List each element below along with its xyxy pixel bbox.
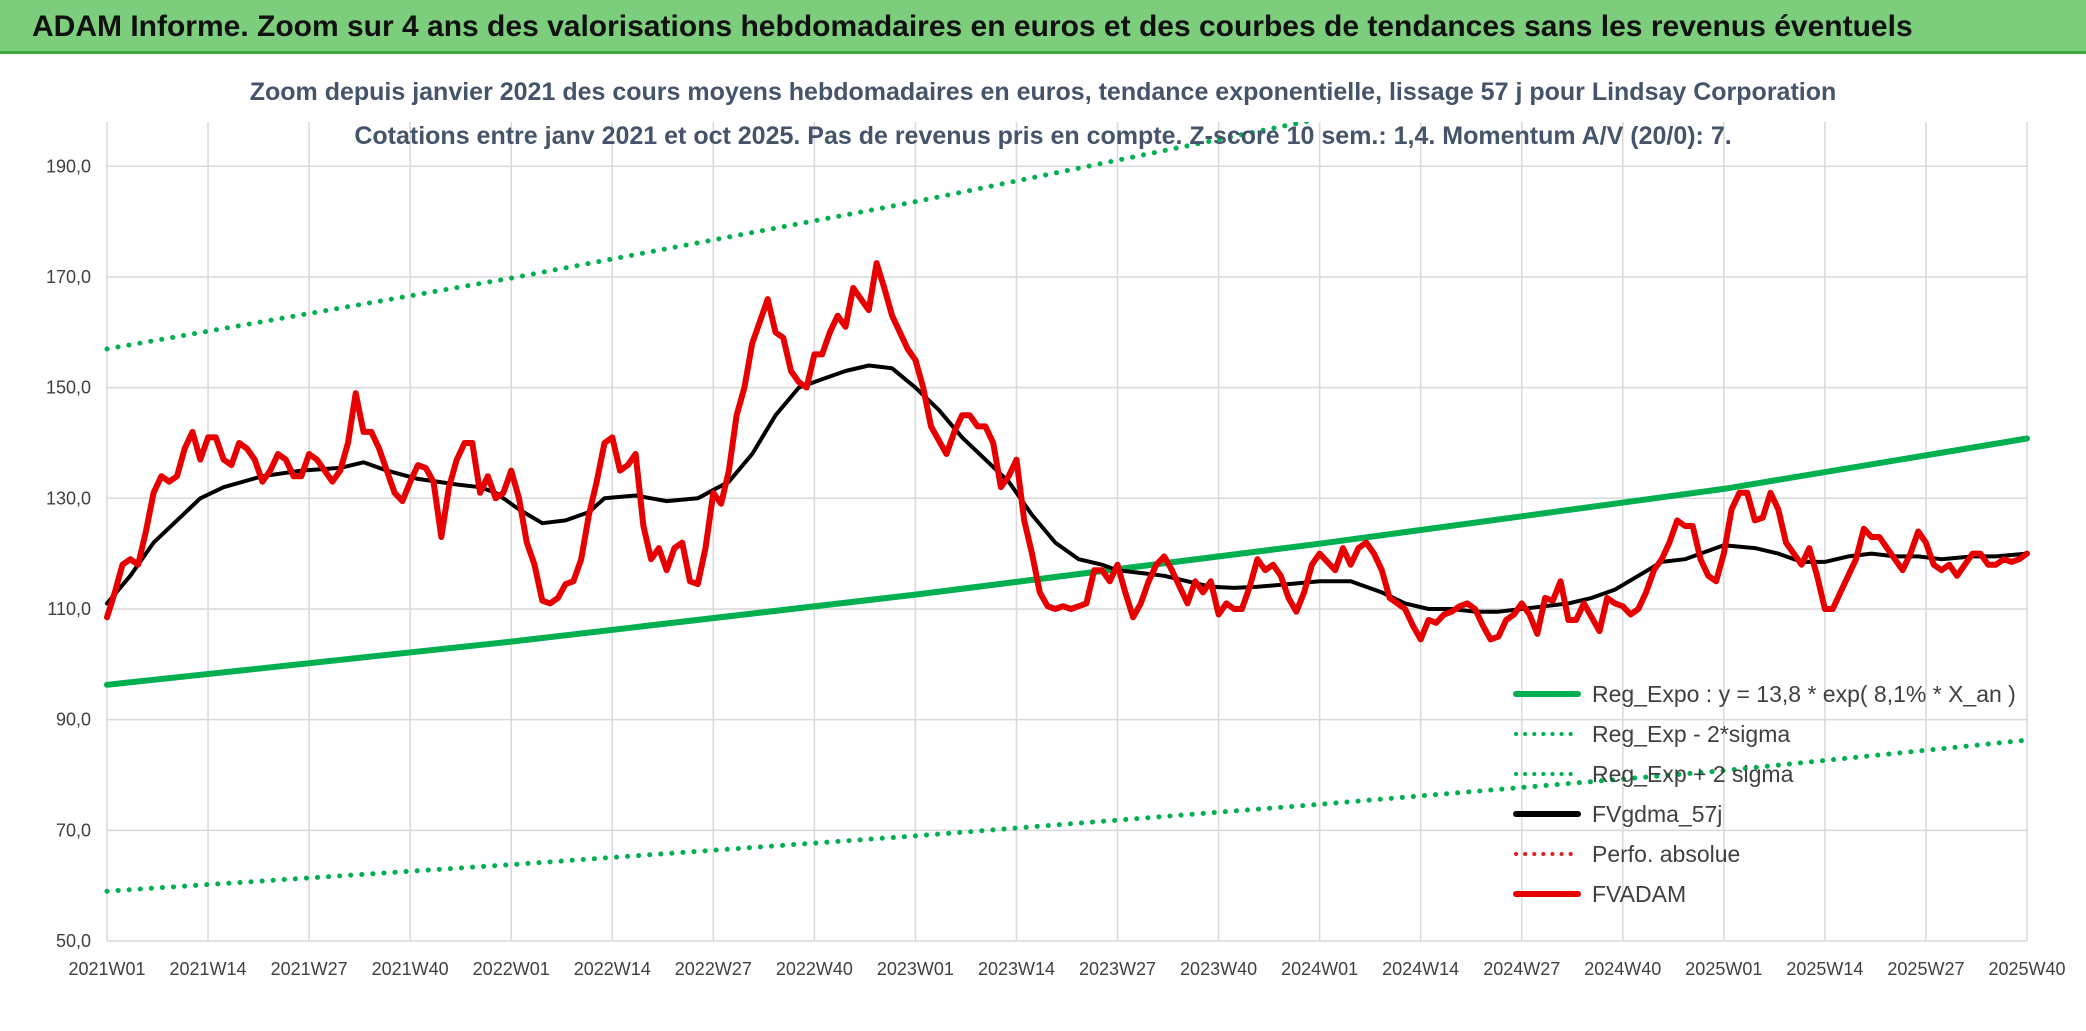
x-tick-label: 2023W40 <box>1180 959 1257 979</box>
legend-label: FVgdma_57j <box>1592 801 1722 827</box>
x-tick-label: 2024W40 <box>1584 959 1661 979</box>
x-tick-label: 2022W40 <box>776 959 853 979</box>
x-tick-label: 2022W27 <box>675 959 752 979</box>
banner-title: ADAM Informe. Zoom sur 4 ans des valoris… <box>32 10 1913 43</box>
y-tick-label: 50,0 <box>56 931 91 951</box>
legend-label: Reg_Expo : y = 13,8 * exp( 8,1% * X_an ) <box>1592 681 2016 707</box>
legend-label: FVADAM <box>1592 881 1686 907</box>
x-tick-label: 2021W40 <box>372 959 449 979</box>
legend-label: Perfo. absolue <box>1592 841 1740 867</box>
y-tick-label: 150,0 <box>46 378 91 398</box>
y-tick-label: 190,0 <box>46 156 91 176</box>
y-tick-label: 110,0 <box>47 599 91 619</box>
legend-label: Reg_Exp - 2*sigma <box>1592 721 1790 747</box>
y-tick-label: 70,0 <box>56 820 91 840</box>
x-tick-label: 2023W01 <box>877 959 954 979</box>
report-banner: ADAM Informe. Zoom sur 4 ans des valoris… <box>0 0 2086 54</box>
chart: 50,0 70,0 90,0 110,0 130,0 150,0 170,0 190,0 202… <box>46 78 2066 979</box>
y-tick-label: 130,0 <box>46 488 91 508</box>
x-tick-label: 2025W01 <box>1685 959 1762 979</box>
x-tick-label: 2024W27 <box>1483 959 1560 979</box>
x-tick-label: 2025W27 <box>1887 959 1964 979</box>
legend: Reg_Expo : y = 13,8 * exp( 8,1% * X_an )… <box>1513 681 2016 907</box>
series-line-2 <box>104 122 1316 352</box>
series-line-0 <box>104 435 2030 688</box>
grid <box>106 122 2028 942</box>
axes: 50,0 70,0 90,0 110,0 130,0 150,0 170,0 190,0 202… <box>46 156 2066 979</box>
chart-title-line1: Zoom depuis janvier 2021 des cours moyen… <box>250 78 1837 106</box>
y-tick-label: 170,0 <box>46 267 91 287</box>
x-tick-label: 2023W27 <box>1079 959 1156 979</box>
x-tick-label: 2021W14 <box>170 959 247 979</box>
x-tick-label: 2025W40 <box>1988 959 2065 979</box>
series-layer <box>104 122 2030 894</box>
x-tick-label: 2022W01 <box>473 959 550 979</box>
legend-label: Reg_Exp + 2 sigma <box>1592 761 1794 787</box>
x-tick-label: 2024W01 <box>1281 959 1358 979</box>
chart-title-line2: Cotations entre janv 2021 et oct 2025. P… <box>354 122 1731 150</box>
y-tick-label: 90,0 <box>56 710 91 730</box>
x-tick-label: 2023W14 <box>978 959 1055 979</box>
x-tick-label: 2022W14 <box>574 959 651 979</box>
x-tick-label: 2021W01 <box>68 959 145 979</box>
series-line-5 <box>104 260 2030 643</box>
x-tick-label: 2025W14 <box>1786 959 1863 979</box>
x-tick-label: 2024W14 <box>1382 959 1459 979</box>
x-tick-label: 2021W27 <box>271 959 348 979</box>
